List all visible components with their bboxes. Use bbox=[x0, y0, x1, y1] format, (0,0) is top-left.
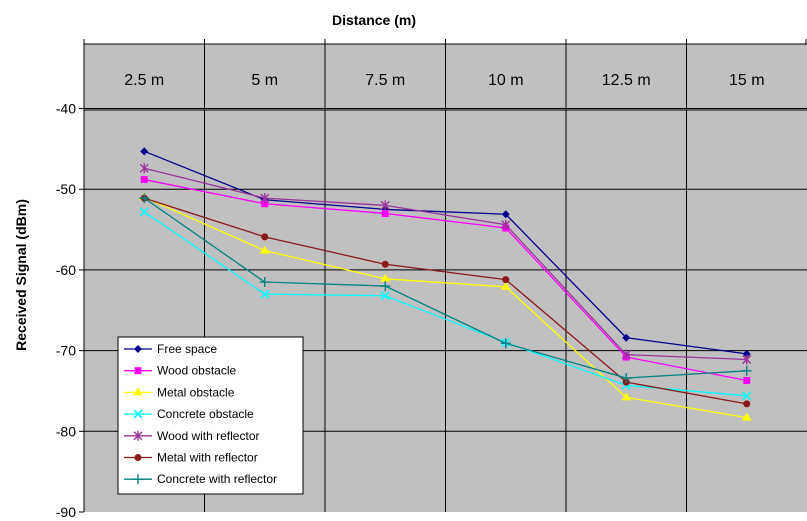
grid bbox=[84, 44, 807, 512]
point-wood-obstacle-5 bbox=[743, 376, 751, 384]
legend-label-metal-obstacle: Metal obstacle bbox=[157, 385, 235, 399]
point-concrete-with-reflector-4 bbox=[621, 373, 632, 384]
axes: -40 -50 -60 -70 -80 -90 2.5 m 5 m 7.5 m 10 m 12.5 … bbox=[56, 39, 807, 520]
y-tick-label-3: -70 bbox=[56, 343, 76, 359]
y-tick-label-2: -60 bbox=[56, 262, 76, 278]
point-concrete-with-reflector-5 bbox=[741, 365, 752, 376]
point-metal-with-reflector-3 bbox=[502, 276, 510, 284]
series-concrete-with-reflector bbox=[139, 193, 752, 384]
point-free-space-3 bbox=[501, 210, 510, 219]
y-tick-label-0: -40 bbox=[56, 101, 76, 117]
legend-label-concrete-obstacle: Concrete obstacle bbox=[157, 407, 254, 421]
series-layer bbox=[139, 147, 752, 421]
legend-label-wood-with-reflector: Wood with reflector bbox=[157, 429, 260, 443]
point-concrete-with-reflector-1 bbox=[259, 277, 270, 288]
legend-box bbox=[117, 336, 304, 495]
x-tick-label-2: 7.5 m bbox=[365, 72, 405, 89]
legend-marker-metal-with-reflector bbox=[134, 454, 142, 461]
point-wood-obstacle-2 bbox=[381, 209, 389, 217]
point-concrete-with-reflector-0 bbox=[139, 193, 150, 204]
legend-marker-free-space bbox=[134, 345, 142, 353]
point-metal-obstacle-2 bbox=[380, 273, 391, 282]
point-wood-with-reflector-0 bbox=[139, 163, 149, 174]
y-tick-label-1: -50 bbox=[56, 181, 76, 197]
point-metal-with-reflector-2 bbox=[381, 260, 389, 268]
point-concrete-obstacle-1 bbox=[260, 289, 270, 299]
point-wood-obstacle-1 bbox=[261, 200, 269, 208]
legend: Free space Wood obstacle Metal obstacle Con… bbox=[117, 336, 304, 495]
legend-marker-wood-obstacle bbox=[134, 367, 142, 375]
legend-marker-concrete-obstacle bbox=[133, 409, 143, 419]
series-line-wood-with-reflector bbox=[144, 167, 747, 361]
series-line-concrete-obstacle bbox=[143, 211, 747, 397]
legend-label-concrete-with-reflector: Concrete with reflector bbox=[157, 472, 277, 486]
legend-item-metal-obstacle: Metal obstacle bbox=[124, 385, 235, 399]
legend-item-metal-with-reflector: Metal with reflector bbox=[124, 451, 258, 465]
y-tick-label-5: -90 bbox=[56, 504, 76, 520]
point-wood-with-reflector-2 bbox=[380, 200, 390, 211]
x-tick-label-3: 10 m bbox=[488, 72, 524, 89]
y-axis-label: Received Signal (dBm) bbox=[13, 199, 29, 351]
legend-item-concrete-obstacle: Concrete obstacle bbox=[124, 407, 254, 421]
point-metal-with-reflector-5 bbox=[743, 400, 751, 408]
point-wood-obstacle-0 bbox=[140, 176, 148, 184]
point-concrete-obstacle-5 bbox=[742, 391, 752, 401]
point-metal-obstacle-4 bbox=[621, 392, 632, 401]
legend-item-free-space: Free space bbox=[124, 342, 217, 356]
point-wood-with-reflector-1 bbox=[260, 193, 270, 204]
x-tick-label-1: 5 m bbox=[251, 72, 278, 89]
x-tick-label-4: 12.5 m bbox=[602, 72, 651, 89]
legend-item-concrete-with-reflector: Concrete with reflector bbox=[124, 472, 277, 486]
y-tick-label-4: -80 bbox=[56, 423, 76, 439]
legend-marker-metal-obstacle bbox=[133, 387, 143, 396]
legend-item-wood-with-reflector: Wood with reflector bbox=[124, 429, 260, 443]
series-wood-with-reflector bbox=[139, 163, 752, 365]
chart-title: Distance (m) bbox=[332, 12, 416, 28]
point-free-space-5 bbox=[742, 349, 751, 358]
series-line-wood-obstacle bbox=[144, 178, 747, 382]
legend-marker-wood-with-reflector bbox=[133, 430, 143, 441]
point-concrete-with-reflector-3 bbox=[500, 338, 511, 349]
point-metal-with-reflector-1 bbox=[261, 233, 269, 241]
legend-item-wood-obstacle: Wood obstacle bbox=[124, 364, 236, 378]
legend-label-free-space: Free space bbox=[157, 342, 217, 356]
series-line-metal-obstacle bbox=[143, 196, 747, 419]
point-concrete-obstacle-0 bbox=[139, 207, 149, 217]
x-tick-label-5: 15 m bbox=[729, 72, 765, 89]
point-wood-with-reflector-5 bbox=[742, 354, 752, 365]
point-metal-obstacle-3 bbox=[500, 281, 511, 290]
point-metal-obstacle-5 bbox=[741, 412, 752, 421]
legend-label-wood-obstacle: Wood obstacle bbox=[157, 364, 236, 378]
point-concrete-with-reflector-2 bbox=[380, 281, 391, 292]
series-line-free-space bbox=[144, 150, 747, 355]
point-wood-with-reflector-4 bbox=[621, 349, 631, 360]
series-line-metal-with-reflector bbox=[144, 197, 747, 405]
point-concrete-obstacle-2 bbox=[380, 291, 390, 301]
point-free-space-0 bbox=[140, 147, 149, 156]
x-tick-label-0: 2.5 m bbox=[124, 72, 164, 89]
point-free-space-4 bbox=[622, 333, 631, 342]
point-wood-with-reflector-3 bbox=[501, 219, 511, 230]
legend-label-metal-with-reflector: Metal with reflector bbox=[157, 451, 258, 465]
legend-marker-concrete-with-reflector bbox=[133, 474, 143, 485]
point-metal-obstacle-1 bbox=[259, 245, 270, 254]
series-line-concrete-with-reflector bbox=[143, 197, 747, 379]
